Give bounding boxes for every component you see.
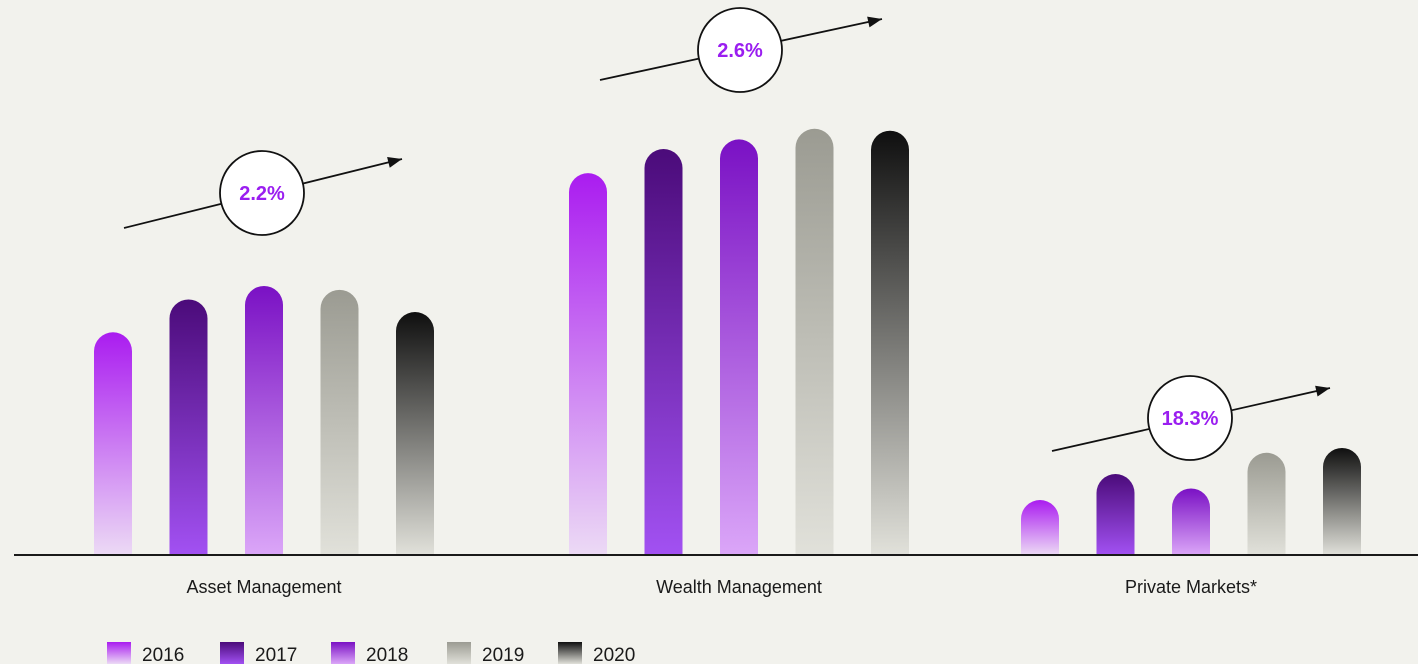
category-label: Asset Management xyxy=(186,577,341,597)
legend-label: 2016 xyxy=(142,645,184,664)
bar-asset-management-2018 xyxy=(245,285,283,555)
bar-wealth-management-2018 xyxy=(720,139,758,555)
legend-swatch xyxy=(447,642,471,664)
bars-group xyxy=(94,128,1361,556)
legend-item-2016: 2016 xyxy=(107,642,184,664)
growth-rate-label: 2.6% xyxy=(717,40,763,62)
bar-wealth-management-2017 xyxy=(644,149,683,556)
bar-wealth-management-2020 xyxy=(871,130,909,555)
growth-circle xyxy=(219,150,305,236)
trend-arrow-head-icon xyxy=(867,16,882,28)
bar-private-markets-2017 xyxy=(1096,474,1135,555)
legend-label: 2020 xyxy=(593,645,635,664)
legend-item-2020: 2020 xyxy=(558,642,635,664)
legend-item-2019: 2019 xyxy=(447,642,524,664)
legend-label: 2017 xyxy=(255,645,297,664)
legend-swatch xyxy=(558,642,582,664)
bar-private-markets-2018 xyxy=(1172,488,1210,555)
legend-item-2017: 2017 xyxy=(220,642,297,664)
growth-circle xyxy=(697,7,783,93)
growth-rate-label: 2.2% xyxy=(239,183,285,205)
bar-private-markets-2016 xyxy=(1021,500,1059,555)
bar-asset-management-2016 xyxy=(94,332,132,555)
bar-private-markets-2019 xyxy=(1247,452,1286,555)
growth-circle xyxy=(1147,375,1233,461)
legend-swatch xyxy=(107,642,131,664)
growth-annotation: 2.2% xyxy=(123,150,403,236)
bar-private-markets-2020 xyxy=(1323,447,1361,555)
bar-wealth-management-2016 xyxy=(569,173,607,555)
growth-annotations: 2.2% 2.6% 18.3% xyxy=(123,7,1331,461)
trend-arrow-head-icon xyxy=(1315,385,1330,397)
legend-swatch xyxy=(331,642,355,664)
growth-rate-label: 18.3% xyxy=(1162,408,1219,430)
trend-arrow-head-icon xyxy=(387,157,402,168)
bar-asset-management-2017 xyxy=(169,299,208,555)
legend-label: 2019 xyxy=(482,645,524,664)
growth-annotation: 2.6% xyxy=(599,7,883,93)
bar-wealth-management-2019 xyxy=(795,128,834,556)
legend-item-2018: 2018 xyxy=(331,642,408,664)
category-label: Private Markets* xyxy=(1125,577,1257,597)
legend: 2016 2017 2018 2019 2020 xyxy=(107,642,635,664)
bar-asset-management-2019 xyxy=(320,289,359,555)
bar-asset-management-2020 xyxy=(396,312,434,555)
legend-label: 2018 xyxy=(366,645,408,664)
growth-annotation: 18.3% xyxy=(1051,375,1331,461)
legend-swatch xyxy=(220,642,244,664)
category-label: Wealth Management xyxy=(656,577,822,597)
category-labels: Asset Management Wealth Management Private… xyxy=(186,577,1257,597)
